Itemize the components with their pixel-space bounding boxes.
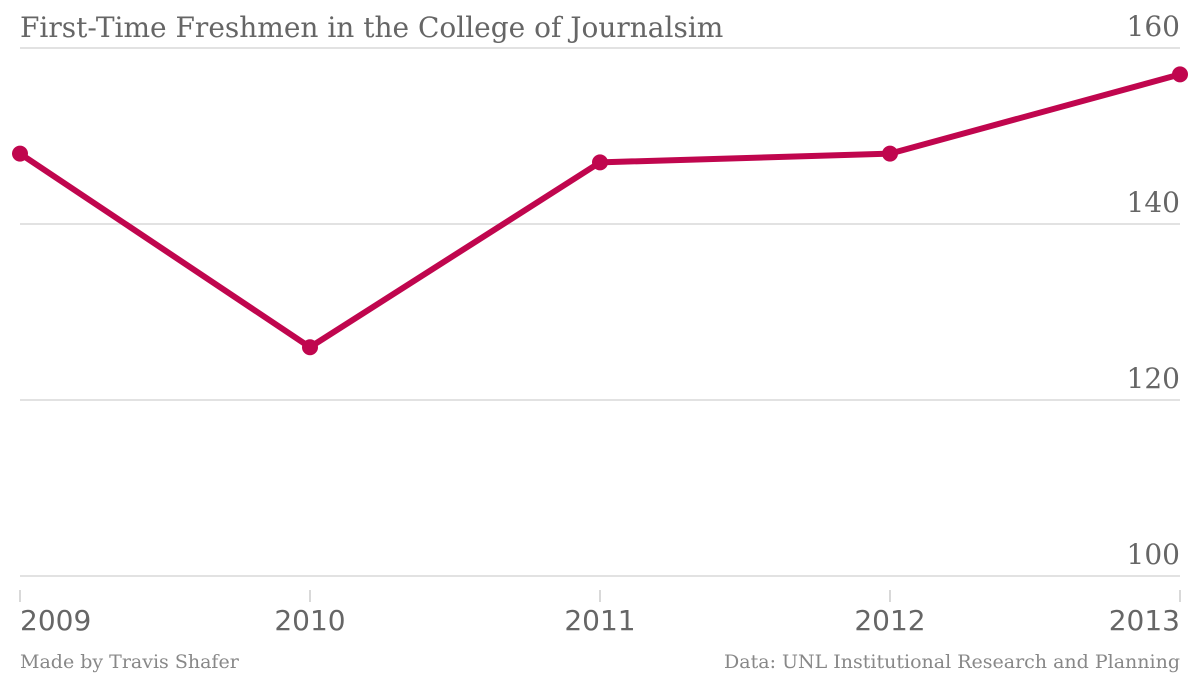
y-tick-label-160: 160 bbox=[1127, 10, 1180, 43]
x-tick-label-2012: 2012 bbox=[854, 604, 925, 637]
gridlines bbox=[20, 47, 1180, 577]
data-point-2012 bbox=[882, 145, 898, 162]
x-tick-label-2009: 2009 bbox=[20, 604, 91, 637]
data-point-2013 bbox=[1172, 66, 1188, 83]
series-layer bbox=[12, 66, 1188, 356]
credit-text: Made by Travis Shafer bbox=[20, 651, 240, 673]
chart-title: First-Time Freshmen in the College of Jo… bbox=[20, 11, 723, 44]
series-line-0 bbox=[17, 71, 1183, 351]
source-text: Data: UNL Institutional Research and Pla… bbox=[724, 651, 1180, 673]
data-point-2011 bbox=[592, 154, 608, 171]
y-axis-ticks: 100 120 140 160 bbox=[1127, 10, 1180, 571]
x-tick-label-2010: 2010 bbox=[274, 604, 345, 637]
y-tick-label-140: 140 bbox=[1127, 186, 1180, 219]
data-point-2009 bbox=[12, 145, 28, 162]
data-point-2010 bbox=[302, 339, 318, 356]
x-tick-label-2013: 2013 bbox=[1109, 604, 1180, 637]
x-tick-label-2011: 2011 bbox=[564, 604, 635, 637]
y-tick-label-100: 100 bbox=[1127, 538, 1180, 571]
x-axis-ticks: 2009 2010 2011 2012 2013 bbox=[19, 590, 1181, 637]
y-tick-label-120: 120 bbox=[1127, 362, 1180, 395]
